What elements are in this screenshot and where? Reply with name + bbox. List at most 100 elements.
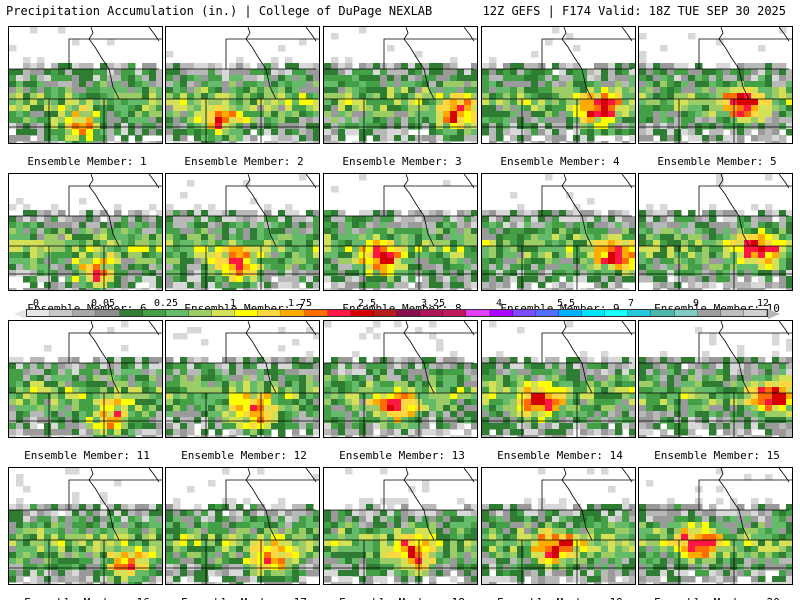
state-boundary [166, 479, 319, 511]
precip-map [639, 321, 792, 437]
ensemble-member-map [481, 320, 636, 438]
state-boundary [305, 321, 317, 336]
ensemble-member-label: Ensemble Member: 4 [500, 155, 620, 168]
colorbar-left-arrow [14, 309, 26, 319]
state-boundary [148, 174, 160, 189]
state-boundary [639, 332, 792, 364]
state-boundary [621, 27, 633, 42]
state-boundary [778, 321, 790, 336]
state-boundary [148, 468, 160, 483]
ensemble-member-map [165, 320, 320, 438]
colorbar-segment [235, 310, 259, 316]
ensemble-member-label: Ensemble Member: 18 [323, 596, 481, 600]
ensemble-member-map [638, 26, 793, 144]
state-boundary [88, 27, 120, 100]
state-boundary [166, 332, 319, 364]
colorbar-tick-label: 3.25 [420, 298, 446, 309]
colorbar-segment [373, 310, 397, 316]
colorbar-segment [697, 310, 721, 316]
state-boundary [718, 27, 750, 100]
colorbar-tick-label: 0 [32, 298, 40, 309]
state-boundary [305, 468, 317, 483]
colorbar-segment [50, 310, 74, 316]
ensemble-member-map [638, 320, 793, 438]
ensemble-member-label: Ensemble Member: 5 [657, 155, 777, 168]
colorbar-segment [73, 310, 97, 316]
state-boundary [621, 468, 633, 483]
state-boundary [324, 479, 477, 511]
colorbar-segment [605, 310, 629, 316]
colorbar-segment [119, 310, 143, 316]
ensemble-member-map [323, 320, 478, 438]
precip-map [324, 174, 477, 290]
colorbar-tick-label: 5.5 [556, 298, 576, 309]
state-boundary [166, 185, 319, 217]
state-boundary [9, 479, 162, 511]
ensemble-member-map [323, 26, 478, 144]
state-boundary [9, 332, 162, 364]
colorbar-segment [212, 310, 236, 316]
state-boundary [245, 27, 277, 100]
colorbar-tick-label: 1 [229, 298, 237, 309]
state-boundary [245, 174, 277, 247]
colorbar-segment [142, 310, 166, 316]
state-boundary [9, 38, 162, 70]
precip-map [324, 468, 477, 584]
colorbar-strip [26, 309, 768, 317]
ensemble-member-map [638, 467, 793, 585]
colorbar-segment [258, 310, 282, 316]
ensemble-member-label: Ensemble Member: 20 [638, 596, 796, 600]
precip-map [9, 27, 162, 143]
colorbar-segment [466, 310, 490, 316]
precip-map [166, 174, 319, 290]
state-boundary [403, 174, 435, 247]
state-boundary [561, 27, 593, 100]
precip-map [639, 468, 792, 584]
state-boundary [482, 185, 635, 217]
colorbar-segment [512, 310, 536, 316]
colorbar-right-arrow [768, 309, 780, 319]
ensemble-member-map [638, 173, 793, 291]
state-boundary [324, 38, 477, 70]
precip-map [324, 27, 477, 143]
ensemble-member-map [481, 173, 636, 291]
precip-map [9, 174, 162, 290]
ensemble-member-map [8, 26, 163, 144]
colorbar-segment [535, 310, 559, 316]
ensemble-member-map [8, 467, 163, 585]
colorbar-segment [281, 310, 305, 316]
state-boundary [88, 174, 120, 247]
ensemble-member-label: Ensemble Member: 13 [339, 449, 465, 462]
ensemble-member-map [8, 320, 163, 438]
precip-map [639, 27, 792, 143]
precip-map [166, 321, 319, 437]
state-boundary [166, 38, 319, 70]
state-boundary [621, 174, 633, 189]
colorbar-segment [96, 310, 120, 316]
precip-map [482, 321, 635, 437]
state-boundary [245, 468, 277, 541]
precip-map [482, 174, 635, 290]
ensemble-member-label: Ensemble Member: 16 [8, 596, 166, 600]
state-boundary [718, 468, 750, 541]
colorbar-segment [27, 310, 51, 316]
ensemble-member-map [481, 26, 636, 144]
precip-map [482, 27, 635, 143]
model-run-info: 12Z GEFS | F174 Valid: 18Z TUE SEP 30 20… [482, 4, 786, 18]
ensemble-member-label: Ensemble Member: 1 [27, 155, 147, 168]
colorbar-segment [628, 310, 652, 316]
state-boundary [482, 38, 635, 70]
precip-map [639, 174, 792, 290]
state-boundary [561, 468, 593, 541]
colorbar-tick-label: 4 [495, 298, 503, 309]
ensemble-member-map [165, 173, 320, 291]
colorbar-segment [743, 310, 767, 316]
state-boundary [621, 321, 633, 336]
state-boundary [778, 174, 790, 189]
colorbar-segment [397, 310, 421, 316]
ensemble-member-map [165, 467, 320, 585]
colorbar-tick-label: 0.05 [90, 298, 116, 309]
precip-map [166, 468, 319, 584]
ensemble-member-label: Ensemble Member: 14 [497, 449, 623, 462]
state-boundary [561, 321, 593, 394]
